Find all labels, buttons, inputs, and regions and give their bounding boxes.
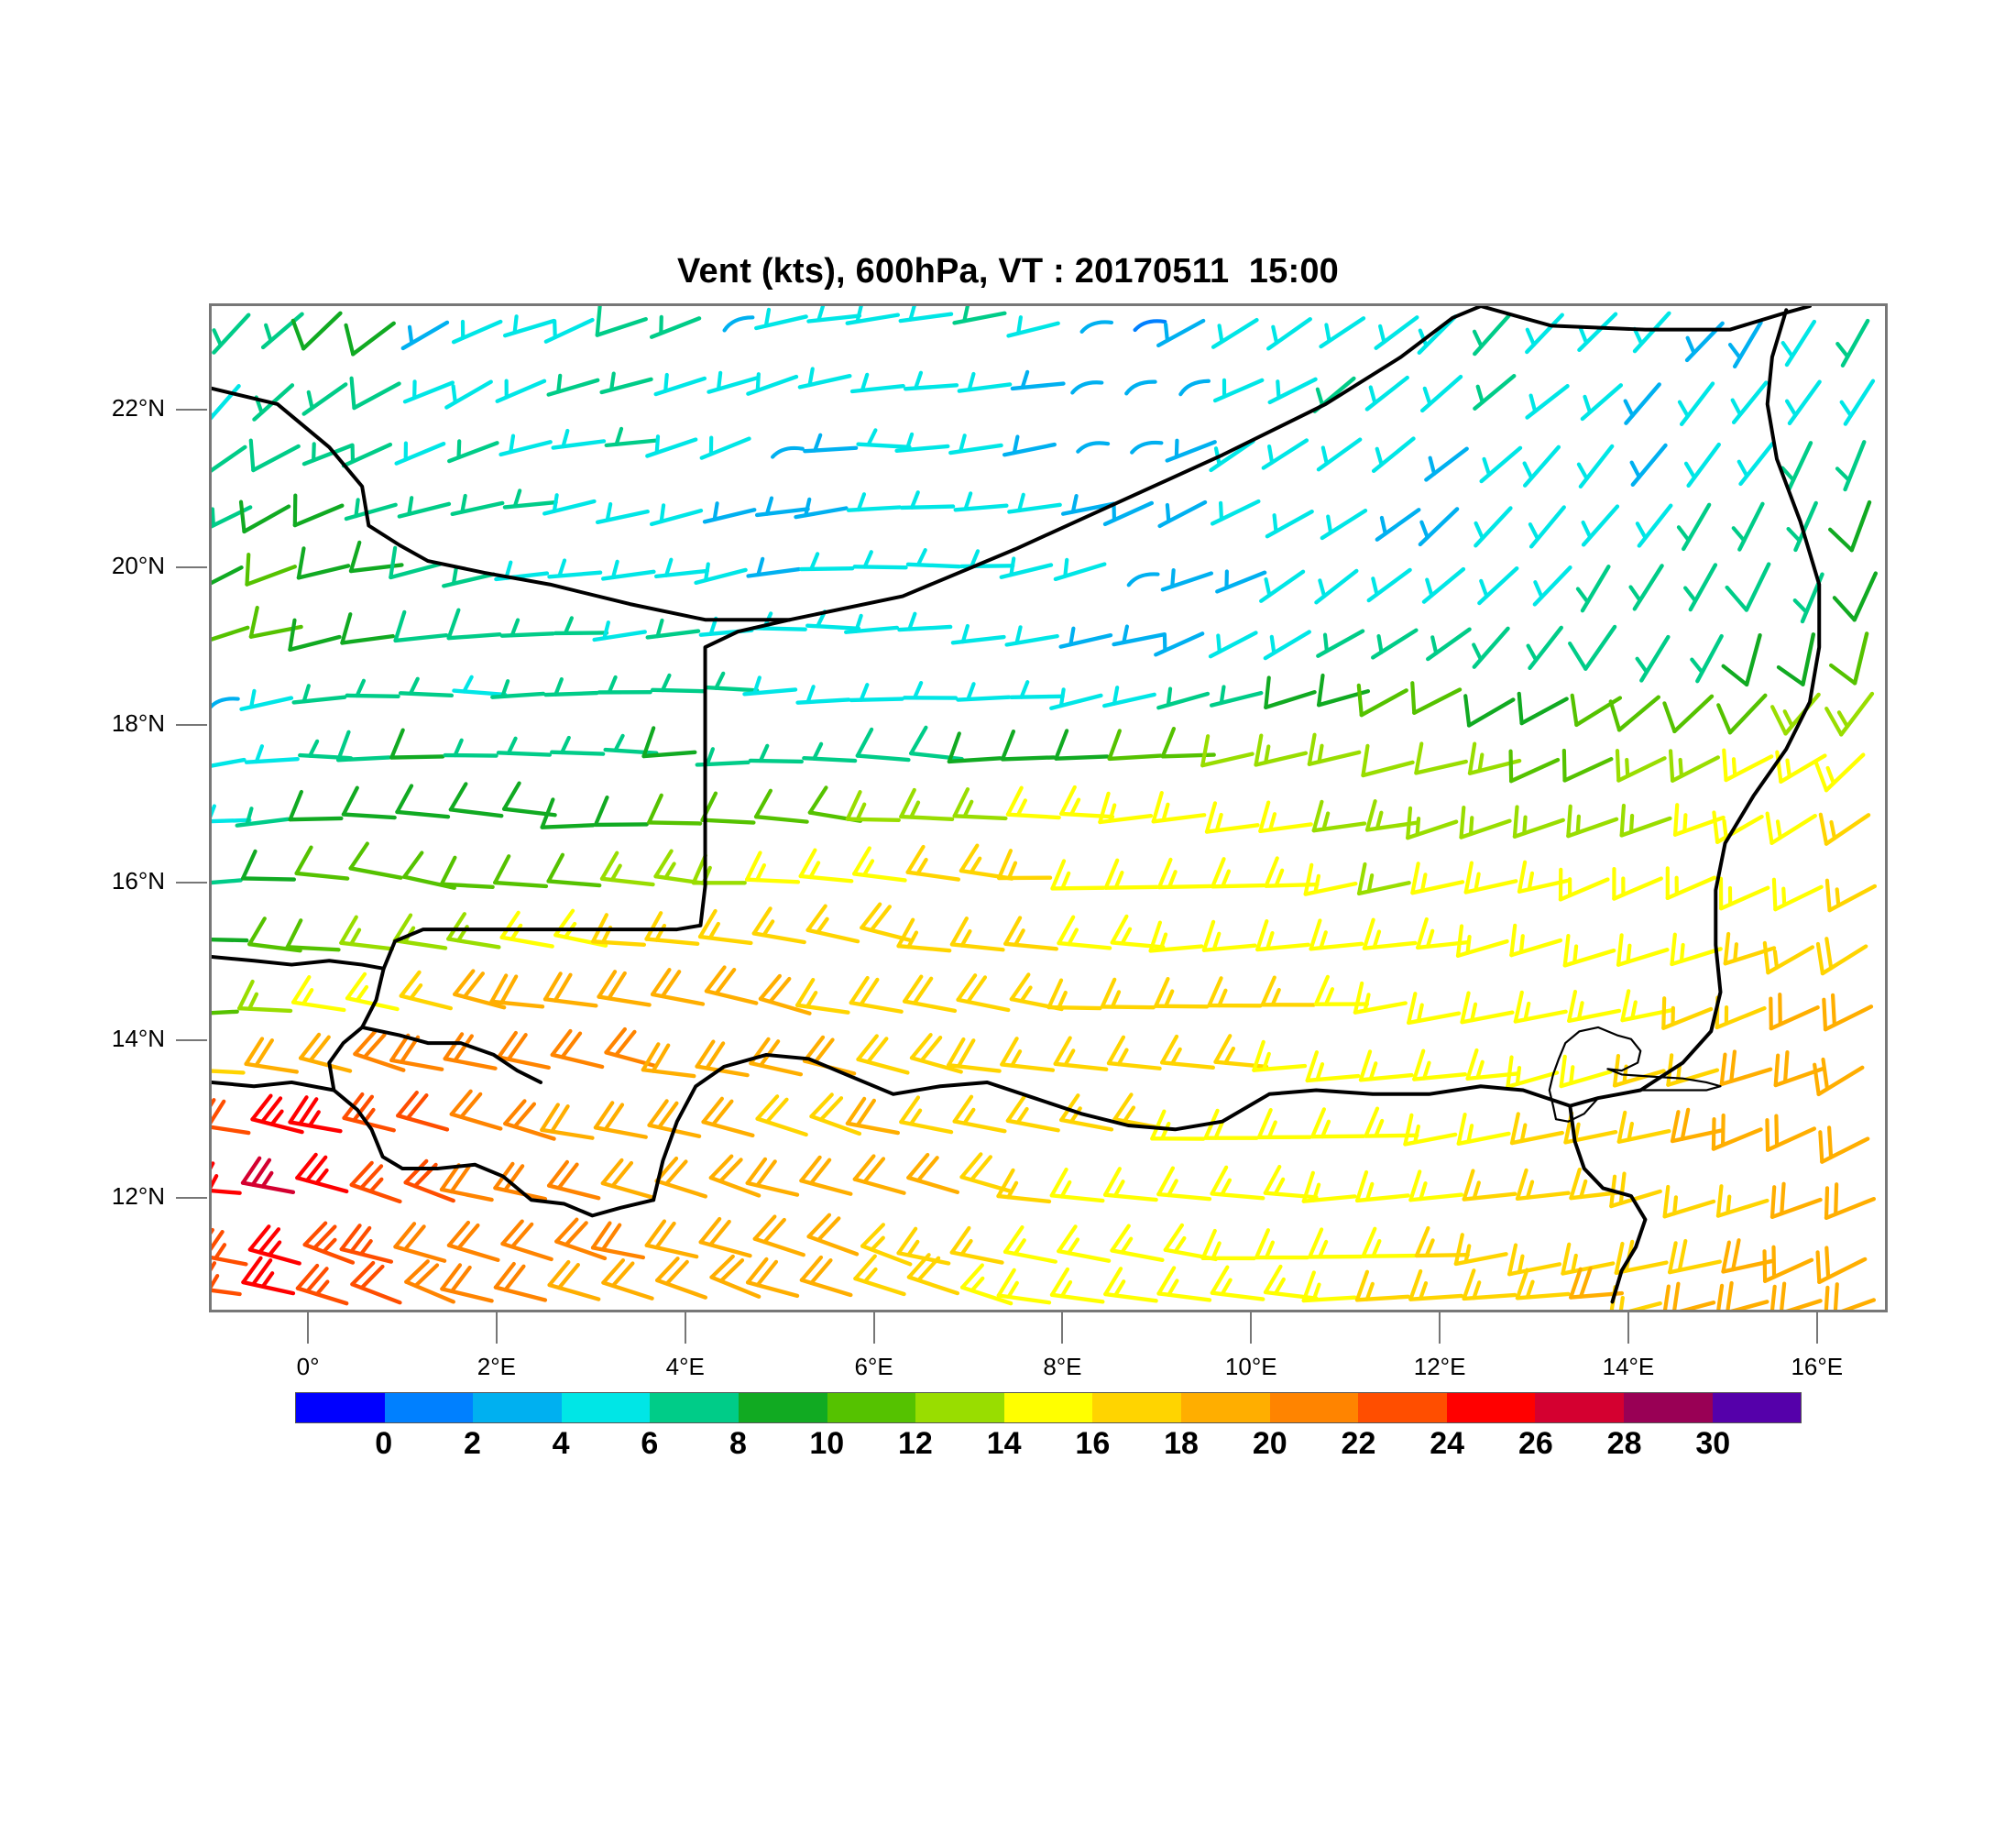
border-path [212,618,792,971]
colorbar-tick-label: 4 [552,1426,570,1461]
x-axis-label: 6°E [854,1353,893,1380]
y-axis-label: 14°N [111,1025,165,1053]
border-path [360,1025,543,1084]
x-axis-tick [1627,1312,1629,1344]
y-axis-label: 22°N [111,394,165,423]
border-path [212,1080,656,1218]
x-axis-tick [684,1312,686,1344]
y-axis-tick [176,1197,207,1200]
colorbar-tick-label: 2 [463,1426,481,1461]
x-axis-tick [1061,1312,1064,1344]
colorbar-tick-label: 16 [1075,1426,1111,1461]
colorbar-tick-label: 12 [898,1426,933,1461]
border-path [212,306,1483,622]
colorbar-tick-label: 8 [729,1426,747,1461]
y-axis-label: 20°N [111,552,165,580]
colorbar-segment [1180,1393,1270,1422]
colorbar-tick-label: 6 [641,1426,659,1461]
wind-barbs-layer [212,306,1879,1310]
colorbar-tick-label: 24 [1430,1426,1465,1461]
border-path [327,966,386,1092]
colorbar-tick-label: 26 [1517,1426,1553,1461]
colorbar-segment [1003,1393,1093,1422]
colorbar-tick-label: 10 [809,1426,845,1461]
y-axis-tick [176,1039,207,1042]
colorbar-tick-label: 18 [1164,1426,1199,1461]
map-plot-area[interactable] [209,303,1888,1312]
colorbar-segment [1535,1393,1624,1422]
page-title: Vent (kts), 600hPa, VT : 20170511 15:00 [677,252,1339,291]
x-axis-tick [307,1312,310,1344]
colorbar-segment [915,1393,1004,1422]
colorbar[interactable] [295,1392,1802,1423]
colorbar-segment [1623,1393,1713,1422]
colorbar-tick-label: 22 [1341,1426,1376,1461]
x-axis-tick [1250,1312,1253,1344]
colorbar-segment [738,1393,827,1422]
x-axis-tick [495,1312,498,1344]
y-axis-label: 12°N [111,1182,165,1211]
colorbar-segment [1358,1393,1447,1422]
y-axis-tick [176,882,207,884]
colorbar-tick-label: 30 [1695,1426,1731,1461]
colorbar-segment [561,1393,651,1422]
x-axis-label: 10°E [1224,1353,1277,1380]
colorbar-tick-label: 0 [375,1426,393,1461]
y-axis-tick [176,566,207,569]
x-axis-label: 16°E [1791,1353,1844,1380]
border-path [1568,308,1822,1108]
border-path [1548,1026,1722,1123]
colorbar-segment [384,1393,474,1422]
colorbar-segment [1446,1393,1536,1422]
colorbar-segment [1269,1393,1359,1422]
colorbar-segment [1712,1393,1802,1422]
border-path [652,1052,1572,1202]
lake-chad-layer [1548,1026,1722,1123]
map-svg [212,306,1879,1310]
colorbar-segment [296,1393,385,1422]
colorbar-segment [473,1393,562,1422]
x-axis-label: 2°E [477,1353,516,1380]
colorbar-tick-label: 20 [1252,1426,1287,1461]
colorbar-tick-label: 14 [986,1426,1022,1461]
country-borders-layer [212,306,1822,1304]
border-path [1568,1103,1648,1304]
y-axis-label: 16°N [111,867,165,895]
colorbar-segment [1092,1393,1181,1422]
x-axis-label: 12°E [1413,1353,1466,1380]
colorbar-segment [650,1393,739,1422]
x-axis-tick [872,1312,875,1344]
colorbar-tick-label: 28 [1606,1426,1642,1461]
x-axis-tick [1439,1312,1441,1344]
x-axis-label: 14°E [1602,1353,1655,1380]
colorbar-segment [827,1393,916,1422]
x-axis-label: 4°E [665,1353,705,1380]
x-axis-tick [1815,1312,1818,1344]
x-axis-label: 0° [296,1353,320,1380]
y-axis-tick [176,409,207,412]
colorbar-tick-labels: 0 2 4 6 8 10 12 14 16 18 20 22 24 26 28 30 [295,1426,1802,1470]
y-axis-tick [176,724,207,727]
x-axis-label: 8°E [1043,1353,1082,1380]
y-axis-label: 18°N [111,709,165,738]
